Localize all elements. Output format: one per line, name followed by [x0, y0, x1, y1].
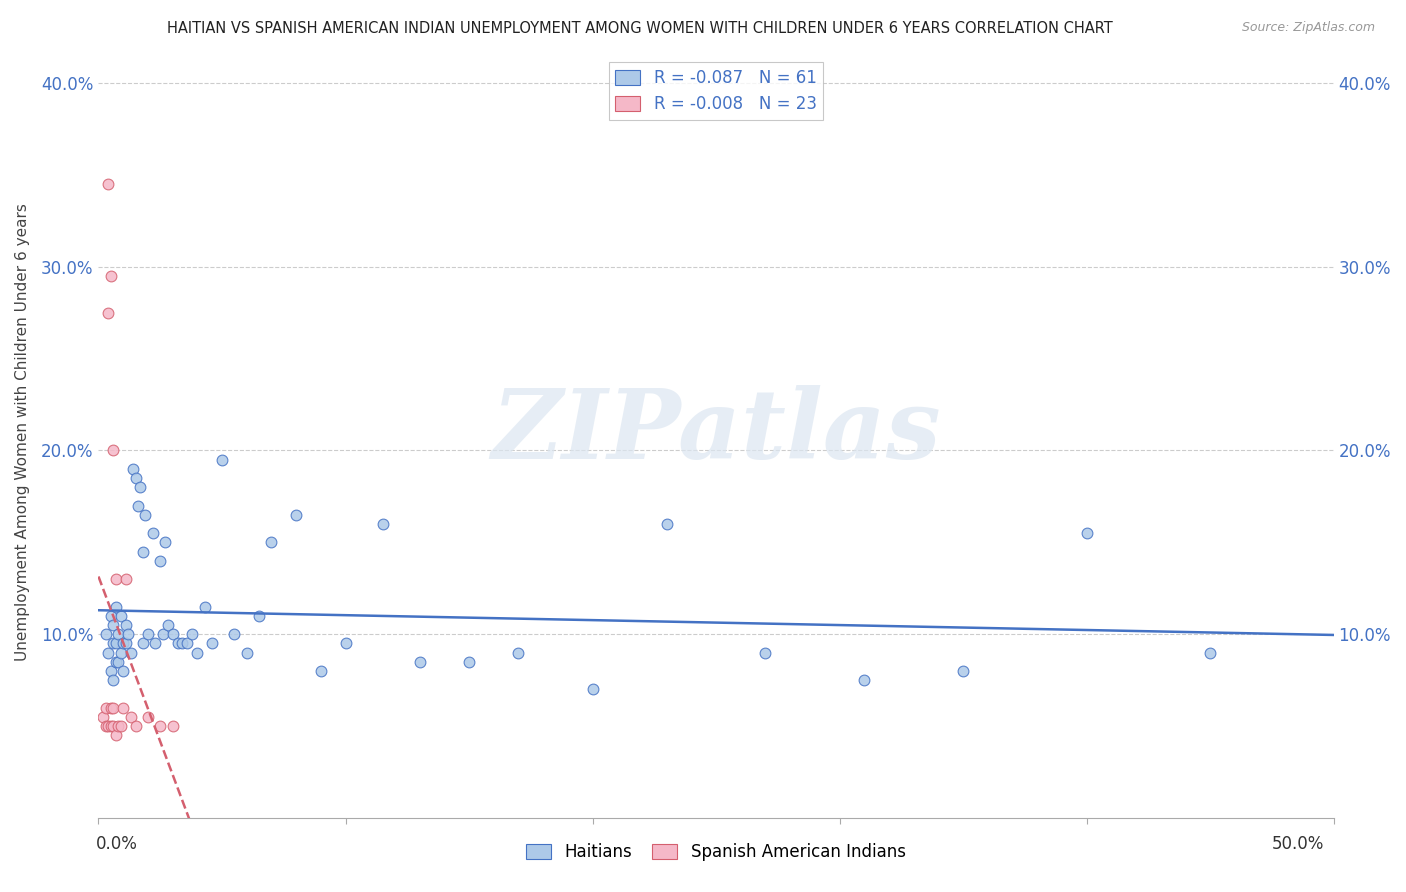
- Point: [103, 618, 125, 632]
- Point: [114, 618, 136, 632]
- Point: [112, 664, 135, 678]
- Point: [152, 627, 174, 641]
- Point: [172, 636, 194, 650]
- Point: [110, 608, 132, 623]
- Point: [129, 480, 152, 494]
- Point: [100, 700, 122, 714]
- Point: [853, 673, 876, 687]
- Point: [107, 655, 129, 669]
- Point: [153, 535, 176, 549]
- Y-axis label: Unemployment Among Women with Children Under 6 years: Unemployment Among Women with Children U…: [15, 203, 30, 661]
- Point: [117, 627, 139, 641]
- Point: [162, 719, 184, 733]
- Point: [754, 646, 776, 660]
- Point: [124, 719, 146, 733]
- Point: [127, 499, 149, 513]
- Point: [134, 508, 156, 522]
- Point: [94, 719, 117, 733]
- Point: [166, 636, 188, 650]
- Point: [114, 572, 136, 586]
- Point: [458, 655, 481, 669]
- Point: [408, 655, 430, 669]
- Point: [136, 627, 159, 641]
- Point: [112, 636, 135, 650]
- Point: [142, 526, 165, 541]
- Point: [120, 710, 142, 724]
- Point: [97, 177, 120, 191]
- Point: [655, 516, 678, 531]
- Point: [97, 646, 120, 660]
- Point: [176, 636, 198, 650]
- Point: [122, 462, 145, 476]
- Point: [201, 636, 224, 650]
- Point: [124, 471, 146, 485]
- Point: [1076, 526, 1098, 541]
- Point: [260, 535, 283, 549]
- Point: [371, 516, 394, 531]
- Text: 0.0%: 0.0%: [96, 835, 138, 853]
- Point: [186, 646, 208, 660]
- Text: HAITIAN VS SPANISH AMERICAN INDIAN UNEMPLOYMENT AMONG WOMEN WITH CHILDREN UNDER : HAITIAN VS SPANISH AMERICAN INDIAN UNEMP…: [167, 21, 1112, 36]
- Point: [93, 710, 115, 724]
- Text: ZIPatlas: ZIPatlas: [491, 385, 941, 479]
- Point: [132, 544, 155, 558]
- Legend: R = -0.087   N = 61, R = -0.008   N = 23: R = -0.087 N = 61, R = -0.008 N = 23: [609, 62, 824, 120]
- Point: [104, 636, 127, 650]
- Point: [508, 646, 530, 660]
- Point: [104, 572, 127, 586]
- Point: [194, 599, 217, 614]
- Point: [97, 719, 120, 733]
- Point: [156, 618, 179, 632]
- Point: [224, 627, 246, 641]
- Point: [149, 719, 172, 733]
- Point: [100, 608, 122, 623]
- Point: [581, 682, 603, 697]
- Point: [100, 268, 122, 283]
- Point: [107, 719, 129, 733]
- Point: [94, 627, 117, 641]
- Point: [112, 700, 135, 714]
- Point: [103, 719, 125, 733]
- Point: [211, 452, 233, 467]
- Point: [120, 646, 142, 660]
- Point: [149, 554, 172, 568]
- Point: [132, 636, 155, 650]
- Point: [104, 599, 127, 614]
- Point: [181, 627, 204, 641]
- Point: [952, 664, 974, 678]
- Point: [136, 710, 159, 724]
- Point: [235, 646, 257, 660]
- Point: [104, 655, 127, 669]
- Point: [309, 664, 332, 678]
- Point: [103, 636, 125, 650]
- Point: [97, 305, 120, 319]
- Point: [103, 443, 125, 458]
- Point: [103, 673, 125, 687]
- Point: [100, 719, 122, 733]
- Point: [100, 664, 122, 678]
- Point: [1199, 646, 1222, 660]
- Point: [285, 508, 308, 522]
- Point: [107, 627, 129, 641]
- Point: [110, 719, 132, 733]
- Point: [104, 728, 127, 742]
- Point: [247, 608, 270, 623]
- Text: 50.0%: 50.0%: [1272, 835, 1324, 853]
- Text: Source: ZipAtlas.com: Source: ZipAtlas.com: [1241, 21, 1375, 34]
- Point: [94, 700, 117, 714]
- Point: [114, 636, 136, 650]
- Point: [103, 700, 125, 714]
- Point: [162, 627, 184, 641]
- Point: [335, 636, 357, 650]
- Point: [110, 646, 132, 660]
- Point: [143, 636, 166, 650]
